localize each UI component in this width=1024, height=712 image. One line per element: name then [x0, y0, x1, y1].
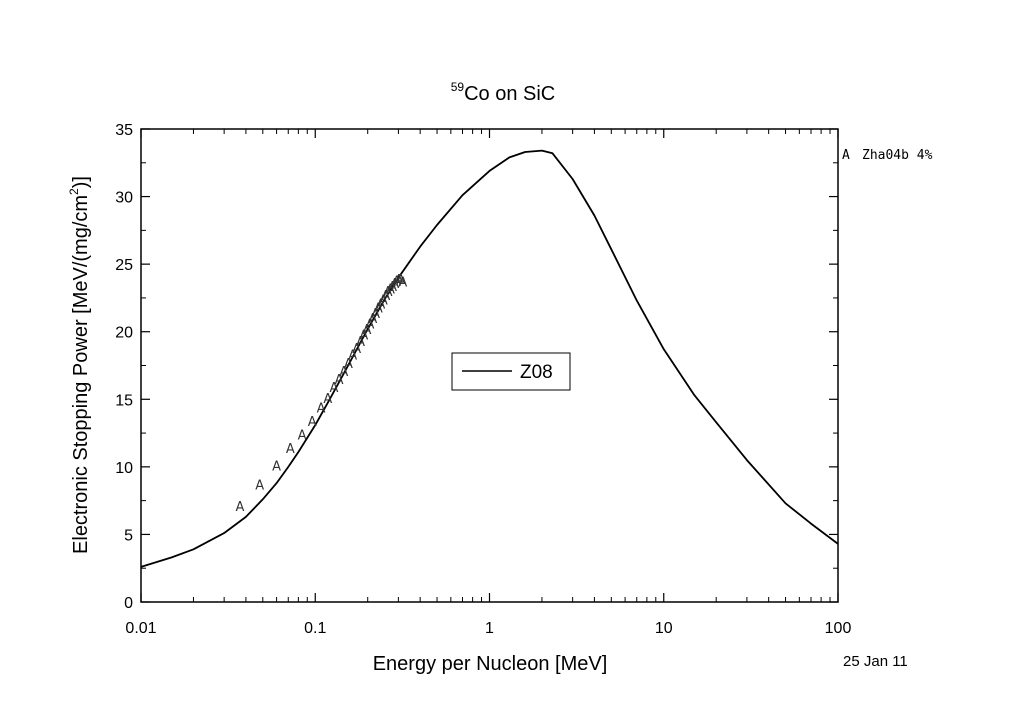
side-legend-marker: A [842, 148, 850, 163]
legend: Z08 [451, 352, 571, 391]
chart-title-superscript: 59 [451, 80, 465, 94]
data-point-marker: A [356, 335, 365, 350]
x-axis-ticks: 0.01 0.1 1 10 100 [125, 129, 851, 637]
data-point-marker: A [323, 392, 332, 407]
data-point-marker: A [339, 365, 348, 380]
y-tick-label: 30 [115, 190, 133, 207]
y-tick-label: 20 [115, 325, 133, 342]
x-tick-label: 10 [655, 620, 673, 637]
data-point-marker: A [390, 277, 399, 292]
side-legend: A Zha04b 4% [842, 148, 933, 163]
data-point-marker: A [317, 401, 326, 416]
data-point-marker: A [386, 282, 395, 297]
data-point-marker: A [236, 500, 245, 515]
series-line-z08 [140, 149, 839, 568]
chart-title: 59Co on SiC [451, 80, 556, 105]
data-point-marker: A [298, 428, 307, 443]
data-point-marker: A [394, 273, 403, 288]
data-point-marker: A [388, 280, 397, 295]
y-tick-label: 10 [115, 460, 133, 477]
data-point-marker: A [352, 342, 361, 357]
data-point-marker: A [362, 323, 371, 338]
y-tick-label: 25 [115, 257, 133, 274]
data-point-marker: A [359, 328, 368, 343]
data-point-marker: A [344, 357, 353, 372]
data-point-marker: A [374, 301, 383, 316]
data-point-marker: A [335, 373, 344, 388]
data-point-marker: A [286, 442, 295, 457]
legend-label: Z08 [520, 362, 553, 383]
data-point-marker: A [272, 460, 281, 475]
y-tick-label: 5 [124, 527, 133, 544]
x-axis-label: Energy per Nucleon [MeV] [373, 653, 608, 675]
y-axis-label: Electronic Stopping Power [MeV/(mg/cm2)] [67, 176, 92, 554]
data-point-marker: A [348, 349, 357, 364]
x-tick-label: 100 [825, 620, 852, 637]
y-tick-label: 35 [115, 122, 133, 139]
x-tick-label: 0.01 [125, 620, 156, 637]
y-axis-label-end: )] [70, 176, 92, 188]
data-point-marker: A [365, 318, 374, 333]
data-point-marker: A [392, 274, 401, 289]
y-tick-label: 15 [115, 392, 133, 409]
data-point-marker: A [255, 478, 264, 493]
y-axis-ticks: 0 5 10 15 20 25 30 35 [115, 122, 838, 612]
data-point-marker: A [379, 293, 388, 308]
side-legend-label: Zha04b 4% [862, 148, 933, 163]
data-point-marker: A [384, 285, 393, 300]
data-point-marker: A [329, 381, 338, 396]
data-point-marker: A [368, 312, 377, 327]
y-tick-label: 0 [124, 595, 133, 612]
data-point-marker: A [371, 307, 380, 322]
data-point-marker: A [398, 276, 407, 291]
x-tick-label: 1 [485, 620, 494, 637]
x-tick-label: 0.1 [304, 620, 326, 637]
data-point-marker: A [376, 297, 385, 312]
data-point-marker: A [381, 289, 390, 304]
chart-title-text: Co on SiC [464, 83, 555, 105]
data-point-marker: A [396, 273, 405, 288]
y-axis-label-main: Electronic Stopping Power [MeV/(mg/cm [70, 195, 92, 554]
data-point-marker: A [308, 415, 317, 430]
date-stamp: 25 Jan 11 [843, 653, 908, 670]
y-axis-label-superscript: 2 [67, 188, 81, 195]
